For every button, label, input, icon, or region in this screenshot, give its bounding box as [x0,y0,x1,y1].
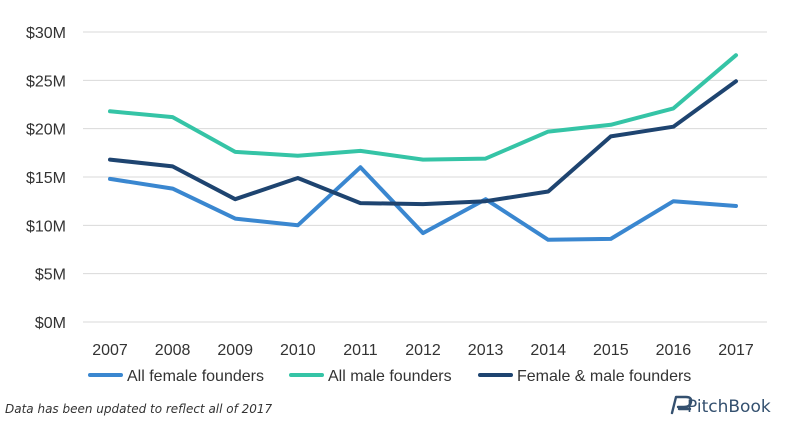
footnote: Data has been updated to reflect all of … [5,402,273,416]
y-tick-label: $5M [35,267,66,284]
x-tick-label: 2015 [593,342,629,359]
legend: All female founders All male founders Fe… [88,368,691,385]
series-lines [108,53,738,242]
x-tick-label: 2014 [530,342,566,359]
x-tick-label: 2013 [468,342,504,359]
x-tick-label: 2009 [217,342,253,359]
y-tick-label: $0M [35,315,66,332]
legend-label-female: All female founders [127,368,264,385]
series-line-2 [108,79,738,207]
x-tick-label: 2017 [718,342,754,359]
series-line-1 [108,53,738,162]
legend-label-both: Female & male founders [517,368,691,385]
y-tick-label: $30M [26,25,66,42]
y-axis-labels: $0M $5M $10M $15M $20M $25M $30M [26,25,66,332]
x-tick-label: 2010 [280,342,316,359]
y-tick-label: $20M [26,122,66,139]
y-tick-label: $15M [26,170,66,187]
x-tick-label: 2016 [656,342,692,359]
series-line-0 [108,165,738,242]
x-tick-label: 2008 [155,342,191,359]
x-tick-label: 2007 [92,342,128,359]
x-axis-labels: 2007 2008 2009 2010 2011 2012 2013 2014 2015 2016… [92,342,754,359]
y-tick-label: $25M [26,73,66,90]
legend-label-male: All male founders [328,368,452,385]
grid-lines [83,31,767,323]
x-tick-label: 2011 [343,342,378,359]
brand-name: PitchBook [687,397,771,417]
y-tick-label: $10M [26,218,66,235]
brand-logo: PitchBook [670,395,771,417]
x-tick-label: 2012 [405,342,441,359]
pitchbook-logo-icon [670,395,693,415]
